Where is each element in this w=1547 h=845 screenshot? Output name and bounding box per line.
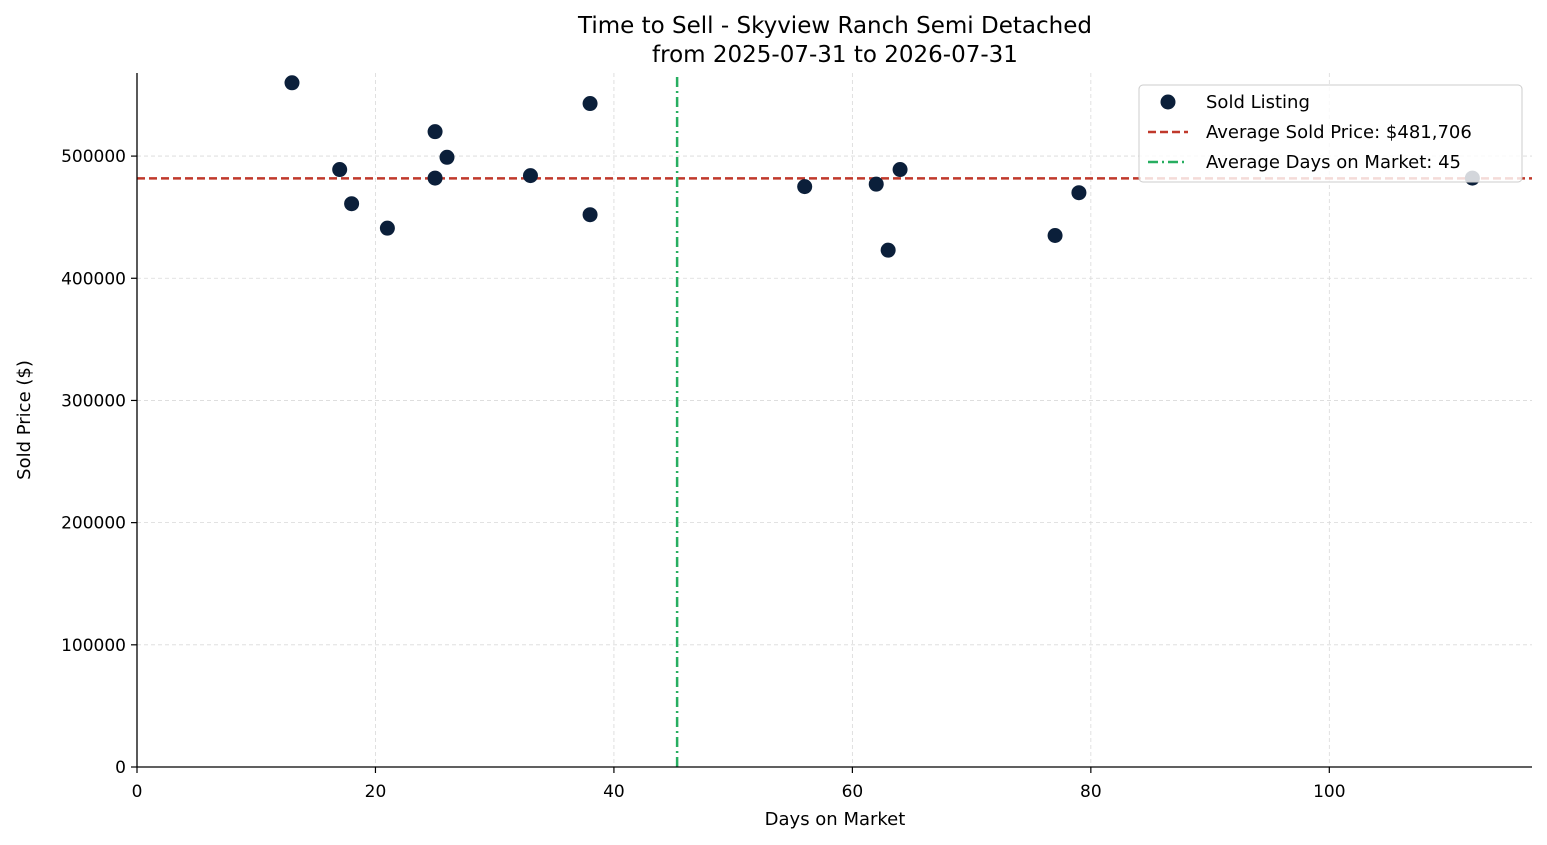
x-tick-label: 40 <box>603 782 625 802</box>
data-point <box>427 170 443 186</box>
legend-label-avg-price: Average Sold Price: $481,706 <box>1206 122 1472 143</box>
legend: Sold Listing Average Sold Price: $481,70… <box>1138 84 1523 183</box>
y-ticks: 0 100000 200000 300000 400000 500000 <box>61 147 137 778</box>
data-point <box>284 75 300 91</box>
x-tick-label: 0 <box>132 782 143 802</box>
chart-title: Time to Sell - Skyview Ranch Semi Detach… <box>577 13 1092 39</box>
x-ticks: 0 20 40 60 80 100 <box>132 767 1346 802</box>
legend-label-sold-listing: Sold Listing <box>1206 92 1310 113</box>
y-tick-label: 300000 <box>61 391 126 411</box>
data-point <box>439 149 455 165</box>
data-point <box>332 162 348 178</box>
legend-marker-sold-listing <box>1160 94 1176 110</box>
data-point <box>1047 228 1063 244</box>
data-point <box>892 162 908 178</box>
legend-box <box>1138 84 1523 183</box>
y-axis-label: Sold Price ($) <box>14 360 35 480</box>
y-tick-label: 200000 <box>61 514 126 534</box>
reference-lines <box>137 77 1532 767</box>
y-tick-label: 400000 <box>61 269 126 289</box>
x-tick-label: 60 <box>842 782 864 802</box>
chart-subtitle: from 2025-07-31 to 2026-07-31 <box>652 42 1018 68</box>
x-axis-label: Days on Market <box>765 809 906 830</box>
legend-label-avg-days: Average Days on Market: 45 <box>1206 152 1461 173</box>
x-tick-label: 80 <box>1080 782 1102 802</box>
y-tick-label: 0 <box>115 758 126 778</box>
data-point <box>582 207 598 223</box>
data-point <box>344 196 360 212</box>
data-point <box>880 242 896 258</box>
y-tick-label: 500000 <box>61 147 126 167</box>
data-point <box>522 168 538 184</box>
x-tick-label: 20 <box>365 782 387 802</box>
data-point <box>1071 185 1087 201</box>
data-point <box>379 220 395 236</box>
data-point <box>582 96 598 112</box>
data-point <box>797 179 813 195</box>
scatter-points <box>284 75 1480 258</box>
data-point <box>868 176 884 192</box>
data-point <box>427 124 443 140</box>
y-tick-label: 100000 <box>61 636 126 656</box>
x-tick-label: 100 <box>1313 782 1345 802</box>
